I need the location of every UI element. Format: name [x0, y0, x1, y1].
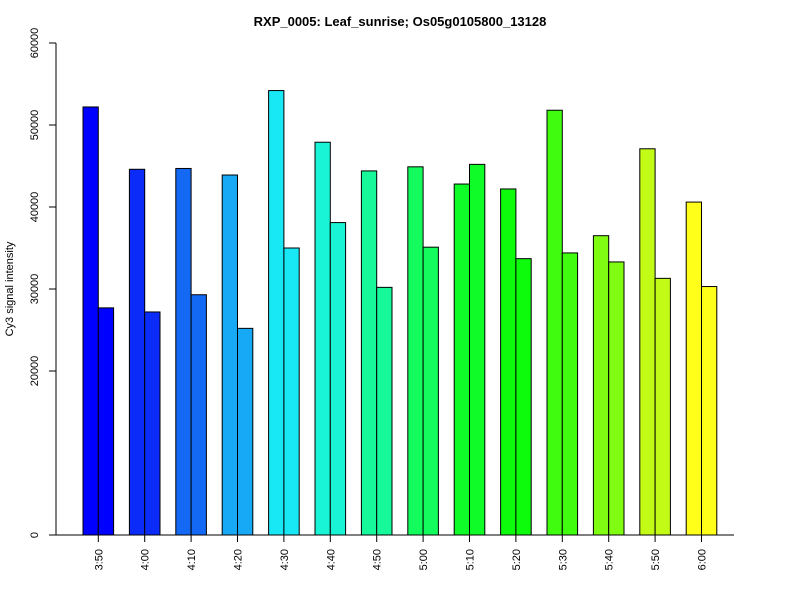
bar	[82, 106, 99, 536]
y-tick-label: 40000	[29, 192, 41, 223]
x-tick-label: 4:20	[233, 549, 245, 570]
bar	[190, 294, 207, 536]
x-tick-label: 5:40	[604, 549, 616, 570]
bar	[314, 141, 331, 536]
bar	[360, 170, 378, 536]
bars-layer	[82, 90, 718, 536]
bar	[469, 163, 486, 536]
y-tick-label: 20000	[29, 356, 41, 387]
x-tick-label: 4:30	[279, 549, 291, 570]
x-axis-ticks: 3:50 4:00 4:10 4:20 4:30 4:40 4:50 5:00 5:10 5:20…	[93, 535, 709, 570]
bar	[268, 90, 285, 536]
bar	[144, 311, 161, 536]
bar	[422, 246, 439, 536]
bar	[592, 235, 610, 536]
bar	[175, 167, 192, 536]
y-axis-label: Cy3 signal intensity	[4, 241, 16, 336]
bar	[283, 247, 300, 536]
chart-title: RXP_0005: Leaf_sunrise; Os05g0105800_131…	[254, 14, 547, 29]
bar	[237, 327, 254, 536]
bar	[685, 201, 703, 536]
x-tick-label: 5:50	[650, 549, 662, 570]
bar	[639, 148, 656, 536]
x-tick-label: 4:50	[372, 549, 384, 570]
x-tick-label: 5:20	[511, 549, 523, 570]
bar	[453, 183, 471, 536]
x-tick-label: 4:40	[325, 549, 337, 570]
x-tick-label: 5:10	[465, 549, 477, 570]
bar	[608, 261, 625, 536]
x-tick-label: 5:00	[418, 549, 430, 570]
bar	[329, 222, 347, 536]
bar	[221, 174, 238, 536]
x-tick-label: 6:00	[697, 549, 709, 570]
bar	[701, 286, 718, 536]
y-axis-ticks: 0 20000 30000 40000 50000 60000	[29, 28, 56, 538]
x-tick-label: 4:10	[186, 549, 198, 570]
bar	[500, 188, 517, 536]
bar	[97, 307, 115, 536]
y-tick-label: 50000	[29, 110, 41, 141]
bar	[546, 109, 563, 536]
y-tick-label: 0	[29, 532, 41, 538]
bar	[654, 277, 671, 536]
bar	[515, 258, 532, 536]
y-tick-label: 60000	[29, 28, 41, 59]
x-tick-label: 5:30	[557, 549, 569, 570]
x-tick-label: 4:00	[140, 549, 152, 570]
bar	[561, 252, 579, 536]
bar	[376, 286, 393, 536]
y-tick-label: 30000	[29, 274, 41, 305]
bar	[128, 168, 146, 536]
bar	[407, 166, 424, 536]
x-tick-label: 3:50	[93, 549, 105, 570]
